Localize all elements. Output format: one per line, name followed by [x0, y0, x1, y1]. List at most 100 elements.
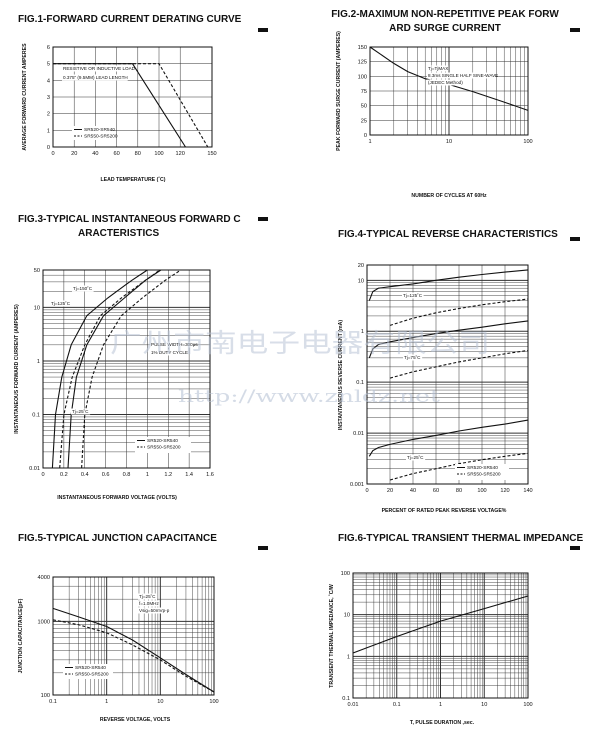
series-line-2: [53, 63, 209, 148]
series-line-6: [389, 452, 529, 481]
y-axis-label: INSTANTANEOUS FORWARD CURRENT (AMPERES): [14, 304, 20, 434]
y-tick-label: 150: [358, 45, 367, 51]
x-tick-label: 100: [154, 151, 163, 157]
x-tick-label: 40: [410, 488, 416, 494]
series-line-1: [352, 595, 529, 654]
x-tick-label: 100: [209, 699, 218, 705]
x-axis-label: LEAD TEMPERATURE (˚C): [100, 176, 165, 183]
watermark-company: 广州市南电子电器有限公司: [110, 329, 490, 359]
annotation: Tj=125˚C: [403, 292, 423, 298]
plot-frame: [52, 576, 215, 696]
x-tick-label: 10: [481, 702, 487, 708]
grid: [369, 46, 529, 136]
x-tick-label: 1.4: [185, 472, 193, 478]
x-tick-label: 0: [51, 151, 54, 157]
x-tick-label: 150: [207, 151, 216, 157]
y-tick-label: 4: [47, 78, 50, 84]
x-tick-label: 60: [113, 151, 119, 157]
figure-1-title: FIG.1-FORWARD CURRENT DERATING CURVE: [18, 14, 242, 25]
annotation: Vsig=50mVp-p: [139, 608, 170, 613]
figure-3-title: ARACTERISTICS: [78, 228, 159, 239]
annotation-backing: [402, 292, 424, 299]
annotation-backing: [427, 72, 496, 79]
legend-box: [63, 664, 113, 679]
y-axis-label: PEAK FORWARD SURGE CURRENT (AMPERES): [336, 31, 342, 151]
figure-1: FIG.1-FORWARD CURRENT DERATING CURVE 0 20 4…: [18, 14, 268, 183]
annotation-backing: [427, 65, 449, 72]
legend-entry: SR550-SR5200: [147, 445, 181, 451]
figure-5: FIG.5-TYPICAL JUNCTION CAPACITANCE 0.1 1 10…: [18, 533, 268, 723]
x-tick-label: 80: [456, 488, 462, 494]
y-tick-label: 0.001: [350, 482, 364, 488]
y-tick-label: 25: [361, 118, 367, 124]
x-tick-label: 20: [387, 488, 393, 494]
legend-entry: SR520-SR540: [147, 438, 178, 444]
legend-entry: SR550-SR5200: [75, 672, 109, 678]
y-tick-label: 0.01: [353, 431, 364, 437]
x-tick-label: 0.8: [123, 472, 131, 478]
series-line-1: [52, 607, 215, 693]
annotation: 1% DUTY CYCLE: [151, 350, 188, 355]
series-line-3: [368, 320, 529, 359]
y-tick-label: 10: [344, 613, 350, 619]
x-tick-label: 1: [368, 139, 371, 145]
legend-entry: SR520-SR540: [467, 465, 498, 471]
x-tick-label: 1.2: [164, 472, 172, 478]
y-tick-label: 125: [358, 60, 367, 66]
y-tick-label: 6: [47, 45, 50, 51]
annotation: Tj=25˚C: [72, 408, 89, 414]
annotation: RESISTIVE OR INDUCTIVE LOAD: [63, 66, 136, 71]
annotation: Tj=25˚C: [407, 454, 424, 460]
x-tick-label: 0: [41, 472, 44, 478]
x-tick-label: 1.6: [206, 472, 214, 478]
legend-box: [135, 437, 191, 453]
y-tick-label: 10: [34, 305, 40, 311]
x-axis-label: T, PULSE DURATION ,sec.: [410, 720, 475, 726]
x-tick-label: 0.01: [348, 702, 359, 708]
series-line-4: [389, 349, 529, 379]
x-tick-label: 100: [523, 702, 532, 708]
legend-entry: SR520-SR540: [75, 665, 106, 671]
legend-box: [455, 464, 509, 480]
annotation-backing: [406, 454, 426, 461]
y-tick-label: 50: [361, 104, 367, 110]
series-line-1: [368, 269, 529, 301]
y-tick-label: 1: [347, 654, 350, 660]
x-tick-label: 140: [523, 488, 532, 494]
x-tick-label: 0: [365, 488, 368, 494]
y-tick-label: 50: [34, 268, 40, 274]
y-axis-label: INSTANTANEOUS REVERSE CURRENT (mA): [338, 320, 344, 430]
annotation-backing: [150, 349, 184, 356]
figure-2-title: FIG.2-MAXIMUM NON-REPETITIVE PEAK FORW: [331, 9, 559, 20]
y-tick-label: 0.1: [32, 412, 40, 418]
x-tick-label: 20: [71, 151, 77, 157]
y-tick-label: 2: [47, 112, 50, 118]
series-line-5: [368, 419, 529, 457]
figure-4: FIG.4-TYPICAL REVERSE CHARACTERISTICS 0 20…: [338, 229, 580, 514]
figure-5-title: FIG.5-TYPICAL JUNCTION CAPACITANCE: [18, 533, 217, 544]
annotation-backing: [71, 408, 91, 415]
x-axis-label: PERCENT OF RATED PEAK REVERSE VOLTAGE%: [382, 508, 507, 514]
annotation-backing: [403, 354, 423, 361]
annotation-backing: [427, 79, 464, 86]
annotation: (JEDEC Method): [428, 80, 463, 85]
annotation: Tj=125˚C: [51, 300, 71, 306]
y-tick-label: 10: [358, 278, 364, 284]
y-tick-label: 4000: [38, 575, 50, 581]
annotation-backing: [138, 607, 170, 614]
y-tick-label: 0.01: [29, 466, 40, 472]
series-line-2: [389, 298, 529, 326]
annotation-backing: [62, 65, 131, 72]
x-tick-label: 1: [105, 699, 108, 705]
x-tick-label: 10: [446, 139, 452, 145]
y-tick-label: 20: [358, 263, 364, 269]
figure-3-title: FIG.3-TYPICAL INSTANTANEOUS FORWARD C: [18, 214, 241, 225]
x-tick-label: 60: [433, 488, 439, 494]
y-tick-label: 0: [364, 133, 367, 139]
figure-4-title: FIG.4-TYPICAL REVERSE CHARACTERISTICS: [338, 229, 558, 240]
legend-entry: SR550-SR5200: [84, 134, 118, 140]
x-tick-label: 120: [500, 488, 509, 494]
x-tick-label: 120: [176, 151, 185, 157]
corner-mark: [570, 546, 580, 550]
